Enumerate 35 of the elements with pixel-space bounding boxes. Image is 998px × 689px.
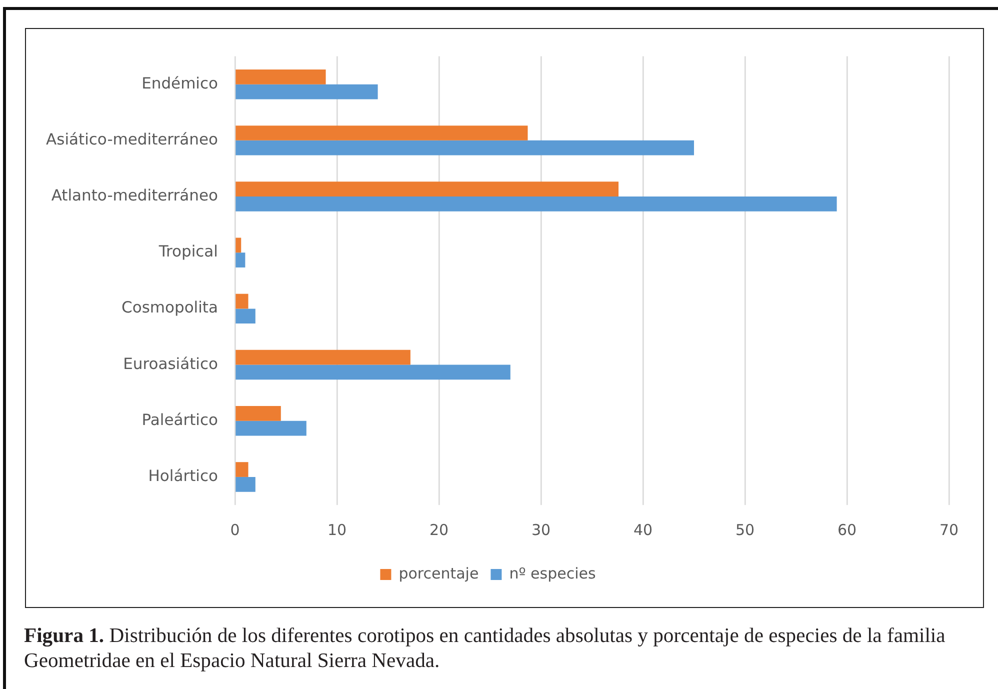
bar [236,462,248,477]
bar [236,69,326,84]
bar [236,140,694,156]
legend-label: porcentaje [398,564,479,582]
bar [236,196,837,212]
x-tick-label: 60 [837,520,857,539]
y-tick-label: Atlanto-mediterráneo [51,186,218,205]
bar [236,294,248,309]
y-tick-label: Paleártico [142,410,218,429]
y-tick-label: Euroasiático [123,354,218,373]
legend-label: nº especies [509,564,596,582]
x-tick-label: 50 [735,520,755,539]
bar [236,238,242,253]
bar [236,476,256,492]
x-tick-label: 30 [531,520,551,539]
x-tick-label: 20 [429,520,449,539]
bar [236,406,281,421]
x-tick-label: 40 [633,520,653,539]
y-tick-label: Cosmopolita [122,298,218,317]
bar [236,182,619,197]
y-tick-label: Holártico [148,466,218,485]
bar [236,84,378,100]
x-tick-label: 0 [230,520,240,539]
y-tick-label: Endémico [142,74,218,92]
bar [236,308,256,324]
bar [236,420,306,436]
y-tick-label: Tropical [158,242,218,261]
bar [236,126,528,140]
bar [236,350,410,365]
x-tick-label: 70 [939,520,959,539]
bar [236,252,246,268]
y-tick-label: Asiático-mediterráneo [46,130,218,148]
bar [236,364,510,380]
x-tick-label: 10 [327,520,347,539]
text: Figura 1. Distribución de los diferentes corotipos en cantidades absolutas y porcentaje de especies de la familia Geometridae en el Espacio Natural Sierra Nevada. [24,625,946,672]
